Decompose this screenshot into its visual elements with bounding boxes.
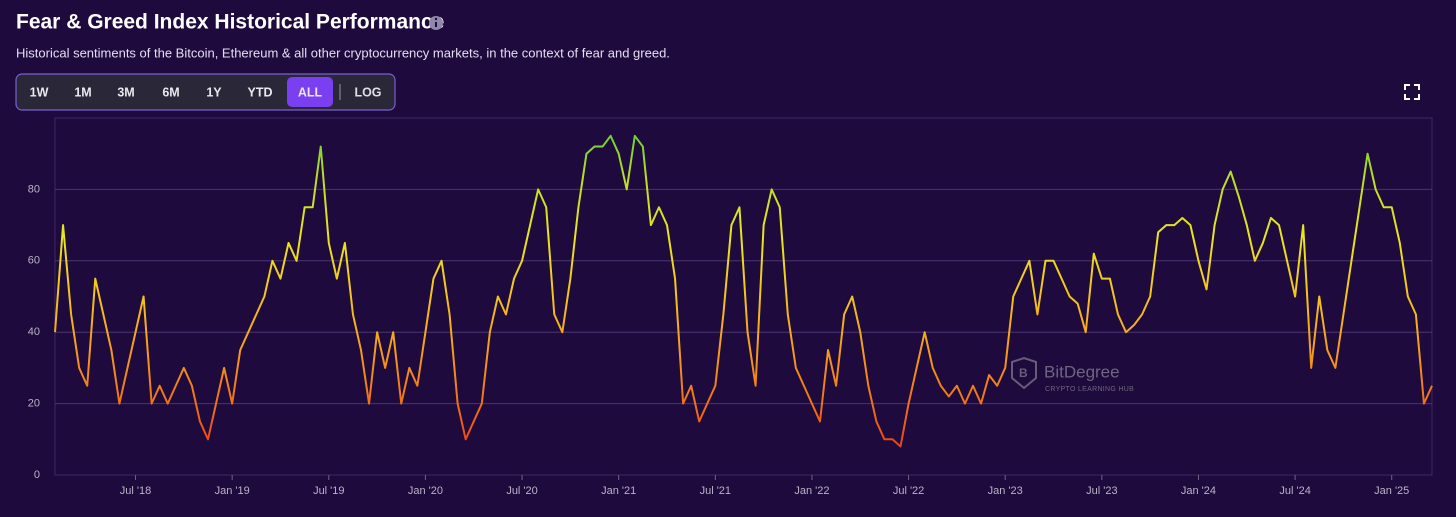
x-tick-label: Jul '19 — [313, 485, 344, 497]
range-button[interactable]: YTD — [248, 85, 273, 99]
log-toggle[interactable]: LOG — [354, 85, 381, 99]
y-tick-label: 40 — [28, 326, 40, 338]
watermark-brand: BitDegree — [1044, 362, 1120, 381]
x-tick-label: Jan '20 — [408, 485, 443, 497]
range-button[interactable]: 1W — [30, 85, 49, 99]
svg-text:B: B — [1019, 366, 1028, 380]
x-tick-label: Jul '22 — [893, 485, 924, 497]
range-button[interactable]: 3M — [117, 85, 134, 99]
plot-frame — [54, 117, 1433, 476]
y-tick-label: 60 — [28, 255, 40, 267]
watermark: B — [1011, 356, 1037, 390]
chart-title: Fear & Greed Index Historical Performanc… — [16, 11, 444, 34]
x-tick-label: Jan '25 — [1374, 485, 1409, 497]
x-tick-label: Jan '21 — [601, 485, 636, 497]
x-tick-label: Jul '20 — [506, 485, 537, 497]
x-tick-label: Jul '18 — [120, 485, 151, 497]
info-icon[interactable] — [429, 16, 443, 30]
y-tick-label: 0 — [34, 469, 40, 481]
y-tick-label: 80 — [28, 183, 40, 195]
range-button[interactable]: 1M — [74, 85, 91, 99]
watermark-tagline: CRYPTO LEARNING HUB — [1045, 386, 1134, 393]
range-button[interactable]: 6M — [162, 85, 179, 99]
range-button[interactable]: ALL — [298, 85, 323, 99]
x-tick-label: Jan '22 — [794, 485, 829, 497]
range-button[interactable]: 1Y — [206, 85, 222, 99]
x-tick-label: Jan '19 — [215, 485, 250, 497]
index-line — [54, 134, 1433, 448]
x-tick-label: Jan '24 — [1181, 485, 1216, 497]
x-tick-label: Jul '21 — [700, 485, 731, 497]
fullscreen-icon[interactable] — [1404, 84, 1420, 100]
y-tick-label: 20 — [28, 398, 40, 410]
x-tick-label: Jul '23 — [1086, 485, 1117, 497]
range-button-active[interactable] — [287, 77, 333, 107]
chart-subtitle: Historical sentiments of the Bitcoin, Et… — [16, 45, 670, 60]
x-tick-label: Jan '23 — [988, 485, 1023, 497]
x-tick-label: Jul '24 — [1279, 485, 1310, 497]
